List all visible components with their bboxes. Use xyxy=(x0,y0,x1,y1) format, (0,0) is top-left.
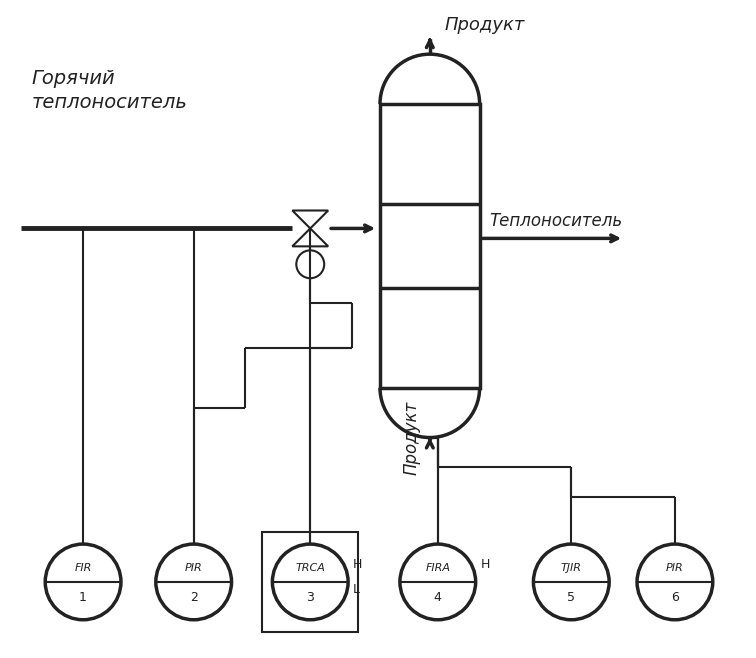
Text: 3: 3 xyxy=(306,592,314,604)
Text: 2: 2 xyxy=(190,592,197,604)
Bar xyxy=(380,104,479,388)
Text: FIRA: FIRA xyxy=(426,563,451,572)
Text: Продукт: Продукт xyxy=(403,401,421,474)
Text: L: L xyxy=(353,583,360,596)
Text: TRCA: TRCA xyxy=(296,563,325,572)
Text: PIR: PIR xyxy=(666,563,683,572)
Text: Продукт: Продукт xyxy=(445,16,525,34)
Text: 5: 5 xyxy=(567,592,575,604)
Text: 1: 1 xyxy=(79,592,87,604)
Text: Горячий
теплоноситель: Горячий теплоноситель xyxy=(31,69,187,112)
Text: TJIR: TJIR xyxy=(561,563,582,572)
Text: Теплоноситель: Теплоноситель xyxy=(490,213,623,230)
Text: H: H xyxy=(481,559,490,571)
Text: PIR: PIR xyxy=(184,563,203,572)
Text: H: H xyxy=(353,559,362,571)
Bar xyxy=(262,532,358,632)
Text: FIR: FIR xyxy=(74,563,91,572)
Text: 4: 4 xyxy=(434,592,442,604)
Text: 6: 6 xyxy=(671,592,679,604)
